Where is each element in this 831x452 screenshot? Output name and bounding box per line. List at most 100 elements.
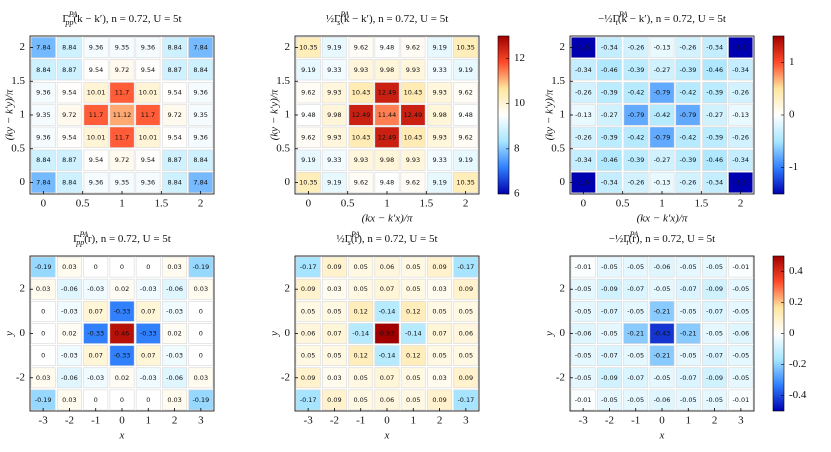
title-part: Γ [62, 13, 68, 25]
colorbar-tick-label: 0 [789, 109, 795, 121]
x-axis-label: x [659, 430, 665, 442]
cell-label: 0.05 [459, 307, 473, 315]
y-tick-label: 1 [560, 109, 566, 121]
cell-label: 10.43 [352, 133, 371, 141]
cell-label: 0.05 [301, 307, 315, 315]
heatmap-cell [400, 104, 426, 126]
heatmap-cell [348, 323, 374, 344]
heatmap-cell [295, 126, 321, 148]
cell-label: -0.33 [114, 307, 131, 315]
heatmap-cell [427, 300, 453, 322]
cell-label: -0.07 [627, 285, 644, 293]
x-tick-label: 2 [172, 415, 178, 427]
cell-label: -0.05 [627, 307, 644, 315]
heatmap-cell [83, 323, 109, 344]
heatmap-cell [427, 367, 453, 389]
cell-label: -0.05 [654, 285, 671, 293]
cell-label: -0.46 [706, 66, 723, 74]
heatmap-cell [649, 104, 675, 126]
cell-label: 0.09 [327, 263, 341, 271]
cell-label: -0.03 [140, 374, 157, 382]
y-tick-label: 2 [560, 41, 566, 53]
cell-label: 0.09 [459, 374, 473, 382]
cell-label: 9.54 [89, 156, 103, 164]
cell-label: -0.46 [601, 156, 618, 164]
cell-label: 9.93 [432, 89, 446, 97]
heatmap-cell [400, 82, 426, 104]
cell-label: 10.01 [87, 133, 106, 141]
heatmap-cell [135, 59, 161, 81]
cell-label: -0.06 [61, 374, 78, 382]
cell-label: 0 [41, 307, 45, 315]
heatmap-cell [348, 278, 374, 300]
cell-label: -0.05 [654, 374, 671, 382]
y-tick-label: 1.5 [276, 75, 290, 87]
cell-label: 9.33 [432, 156, 446, 164]
heatmap-cell [728, 104, 754, 126]
heatmap-cell [675, 323, 701, 344]
cell-label: -0.26 [575, 133, 592, 141]
cell-label: 10.35 [299, 179, 318, 187]
heatmap-cell [348, 300, 374, 322]
cell-label: -0.27 [706, 111, 723, 119]
cell-label: -0.21 [680, 330, 697, 338]
heatmap-cell [348, 149, 374, 171]
heatmap-cell [83, 278, 109, 300]
cell-label: -0.07 [601, 352, 618, 360]
cell-label: -0.03 [61, 307, 78, 315]
heatmap-cell [649, 278, 675, 300]
heatmap-cell [427, 256, 453, 278]
cell-label: -0.17 [300, 396, 317, 404]
cell-label: -0.14 [379, 352, 396, 360]
y-axis-label: (ky − k′y)/π [269, 89, 281, 140]
cell-label: -0.07 [706, 352, 723, 360]
cell-label: 0.05 [432, 352, 446, 360]
cell-label: -0.79 [654, 89, 671, 97]
heatmap-cell [30, 149, 56, 171]
heatmap-cell [109, 126, 135, 148]
heatmap-cell [348, 36, 374, 59]
title-part: (r), n = 0.72, U = 5t [629, 233, 716, 245]
heatmap-cell [675, 300, 701, 322]
cell-label: 9.19 [301, 156, 315, 164]
heatmap-cell [30, 59, 56, 81]
x-tick-label: 1 [686, 415, 692, 427]
cell-label: 8.87 [167, 156, 181, 164]
cell-label: 0.02 [115, 285, 129, 293]
heatmap-cell [702, 367, 728, 389]
heatmap-cell [623, 171, 649, 194]
cell-label: -0.26 [680, 43, 697, 51]
cell-label: 0.07 [432, 330, 446, 338]
cell-label: -0.42 [680, 133, 697, 141]
heatmap-cell [596, 256, 622, 278]
heatmap-cell [56, 82, 82, 104]
heatmap-cell [675, 345, 701, 367]
heatmap-cell [30, 345, 56, 367]
cell-label: -1.5 [734, 179, 747, 187]
cell-label: 0.09 [301, 374, 315, 382]
colorbar-tick-label: 0.2 [789, 296, 803, 308]
heatmap-cell [135, 345, 161, 367]
x-tick-label: 0 [384, 415, 390, 427]
cell-label: 9.35 [193, 111, 207, 119]
title-part: ½ [326, 13, 334, 25]
x-tick-label: 1.5 [419, 198, 433, 210]
cell-label: 11.44 [378, 111, 397, 119]
title-part: (k − k′), n = 0.72, U = 5t [618, 13, 726, 25]
heatmap-cell [162, 345, 188, 367]
cell-label: 9.93 [327, 133, 341, 141]
heatmap-cell [83, 256, 109, 278]
heatmap-cell [728, 323, 754, 344]
heatmap-cell [83, 104, 109, 126]
x-tick-label: 0 [119, 415, 125, 427]
heatmap-cell [188, 104, 214, 126]
heatmap-cell [675, 126, 701, 148]
heatmap-cell [374, 300, 400, 322]
cell-label: 10.35 [299, 43, 318, 51]
panel-title: ΓPA pp(r), n = 0.72, U = 5t [73, 230, 171, 247]
cell-label: 8.84 [36, 66, 50, 74]
heatmap-cell [374, 149, 400, 171]
title-part: Γ [73, 233, 79, 245]
cell-label: 9.35 [115, 43, 129, 51]
x-tick-label: -2 [330, 415, 339, 427]
